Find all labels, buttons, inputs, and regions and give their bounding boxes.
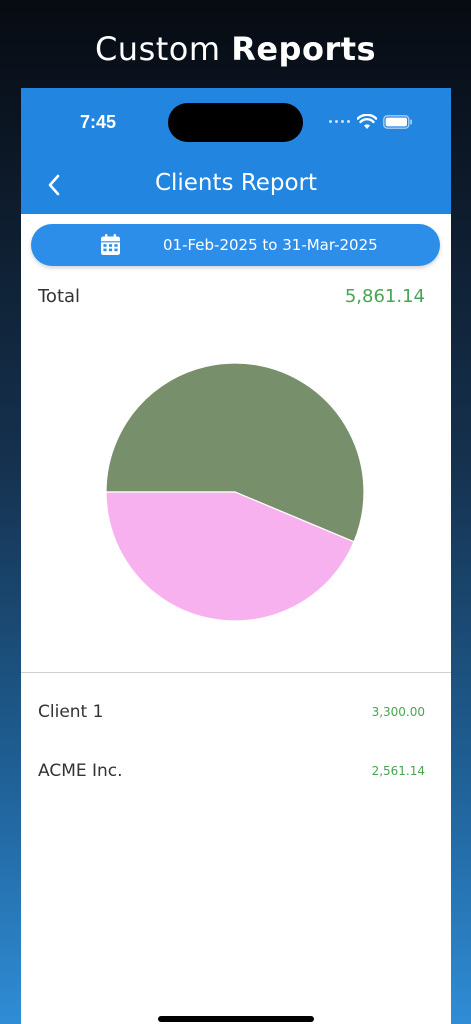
dynamic-island xyxy=(168,103,303,142)
banner-title-bold: Reports xyxy=(231,30,377,68)
banner-title-light: Custom xyxy=(94,30,221,68)
date-range-button[interactable]: 01-Feb-2025 to 31-Mar-2025 xyxy=(31,224,440,266)
home-indicator xyxy=(158,1016,314,1022)
client-row[interactable]: Client 1 3,300.00 xyxy=(21,702,451,742)
chevron-left-icon xyxy=(48,174,60,196)
app-header: 7:45 Clients Report xyxy=(21,88,451,214)
phone-screen: 7:45 Clients Report xyxy=(21,88,451,1024)
divider xyxy=(21,672,451,673)
pie-slice-client-1[interactable] xyxy=(105,362,365,543)
banner-title: Custom Reports xyxy=(0,30,471,68)
client-row[interactable]: ACME Inc. 2,561.14 xyxy=(21,761,451,801)
battery-icon xyxy=(383,115,412,129)
wifi-icon xyxy=(357,114,377,129)
total-label: Total xyxy=(38,286,81,307)
client-name: Client 1 xyxy=(38,702,104,722)
pie-slice-acme-inc[interactable] xyxy=(105,491,355,622)
status-time: 7:45 xyxy=(80,112,117,132)
calendar-icon xyxy=(101,234,120,255)
client-name: ACME Inc. xyxy=(38,761,123,781)
date-range-label: 01-Feb-2025 to 31-Mar-2025 xyxy=(163,236,378,254)
page-title: Clients Report xyxy=(154,170,318,196)
back-button[interactable] xyxy=(39,170,69,200)
client-amount: 2,561.14 xyxy=(371,764,425,778)
signal-icon xyxy=(329,120,350,123)
clients-pie-chart xyxy=(105,362,365,622)
total-value: 5,861.14 xyxy=(344,286,425,307)
client-amount: 3,300.00 xyxy=(371,705,425,719)
